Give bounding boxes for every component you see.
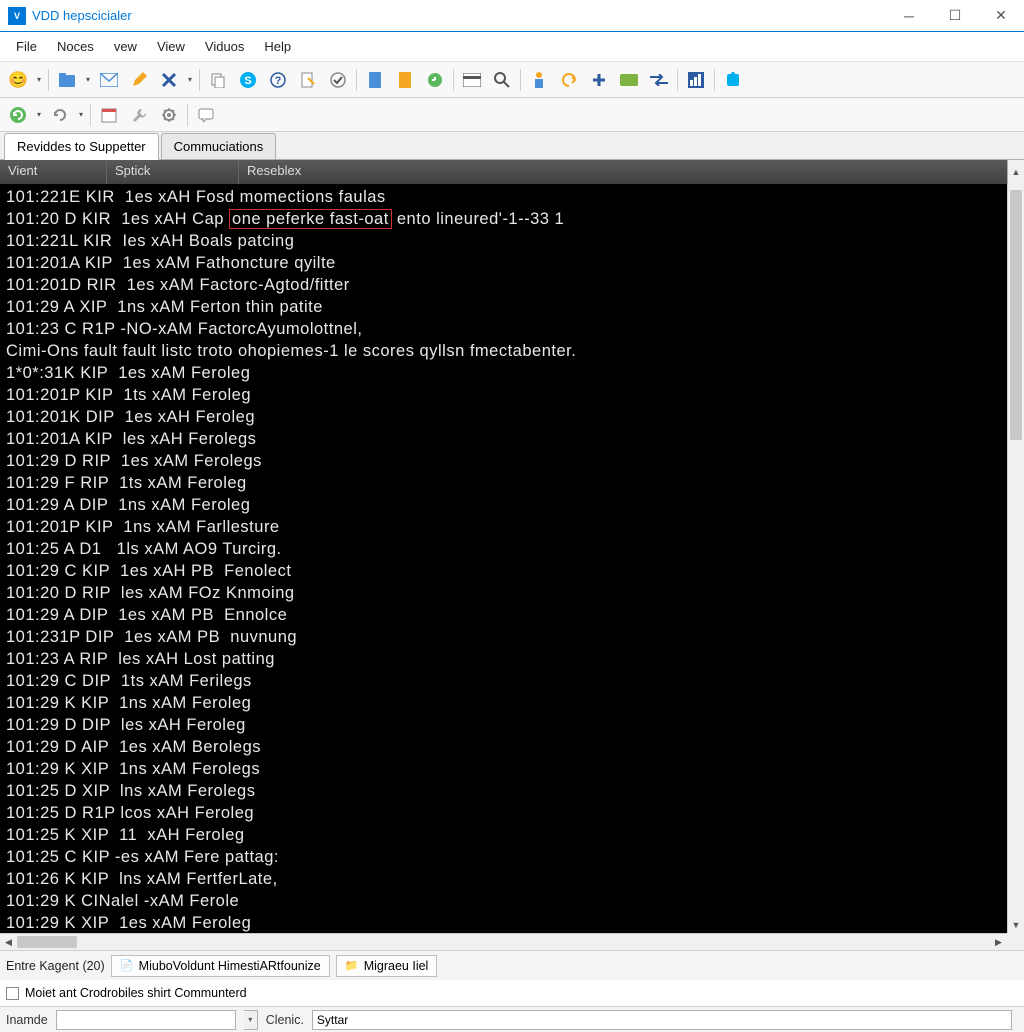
- menu-noces[interactable]: Noces: [47, 35, 104, 58]
- miubo-button[interactable]: 📄 MiuboVoldunt HimestiARtfounize: [111, 955, 330, 977]
- menubar: File Noces vew View Viduos Help: [0, 32, 1024, 62]
- refresh-green-icon[interactable]: [4, 101, 32, 129]
- folder-icon[interactable]: [53, 66, 81, 94]
- device-icon[interactable]: [361, 66, 389, 94]
- terminal-container: 101:221E KIR 1es xAH Fosd momections fau…: [0, 184, 1024, 950]
- dropdown-icon[interactable]: ▾: [34, 101, 44, 129]
- scroll-right-button[interactable]: ▶: [990, 934, 1007, 950]
- search-icon[interactable]: [488, 66, 516, 94]
- undo-icon[interactable]: [555, 66, 583, 94]
- plus-icon[interactable]: [585, 66, 613, 94]
- mail-icon[interactable]: [95, 66, 123, 94]
- bottom-bar: Entre Kagent (20) 📄 MiuboVoldunt Himesti…: [0, 950, 1024, 980]
- minimize-button[interactable]: ─: [886, 0, 932, 31]
- dropdown-icon[interactable]: ▾: [185, 66, 195, 94]
- miubo-label: MiuboVoldunt HimestiARtfounize: [139, 959, 321, 973]
- inamde-label: Inamde: [6, 1013, 48, 1027]
- maximize-button[interactable]: ☐: [932, 0, 978, 31]
- menu-view[interactable]: View: [147, 35, 195, 58]
- clenic-input[interactable]: [312, 1010, 1012, 1030]
- copy-icon[interactable]: [204, 66, 232, 94]
- menu-help[interactable]: Help: [254, 35, 301, 58]
- moiet-checkbox[interactable]: [6, 987, 19, 1000]
- chart-icon[interactable]: [682, 66, 710, 94]
- col-reseblex[interactable]: Reseblex: [239, 160, 1024, 184]
- app-icon: V: [8, 7, 26, 25]
- tab-reviddes[interactable]: Reviddes to Suppetter: [4, 133, 159, 160]
- scroll-down-button[interactable]: ▼: [1008, 916, 1024, 933]
- menu-file[interactable]: File: [6, 35, 47, 58]
- scroll-corner: [1007, 933, 1024, 950]
- inamde-input[interactable]: [56, 1010, 236, 1030]
- folder-yellow-icon: 📁: [345, 959, 359, 973]
- dropdown-icon[interactable]: ▾: [76, 101, 86, 129]
- vscroll-thumb[interactable]: [1010, 190, 1022, 440]
- checkbox-label: Moiet ant Crodrobiles shirt Communterd: [25, 986, 247, 1000]
- tab-commuciations[interactable]: Commuciations: [161, 133, 277, 159]
- scroll-left-button[interactable]: ◀: [0, 934, 17, 950]
- transfer-icon[interactable]: [645, 66, 673, 94]
- smiley-icon[interactable]: 😊: [4, 66, 32, 94]
- person-icon[interactable]: [525, 66, 553, 94]
- wrench-icon[interactable]: [125, 101, 153, 129]
- hscroll-thumb[interactable]: [17, 936, 77, 948]
- window-titlebar: V VDD hepscicialer ─ ☐ ✕: [0, 0, 1024, 32]
- dropdown-icon[interactable]: ▾: [34, 66, 44, 94]
- check-icon[interactable]: [324, 66, 352, 94]
- col-vient[interactable]: Vient: [0, 160, 107, 184]
- pencil-icon[interactable]: [125, 66, 153, 94]
- migraeu-label: Migraeu Iiel: [364, 959, 429, 973]
- vertical-scrollbar[interactable]: ▼: [1007, 184, 1024, 933]
- menu-viduos[interactable]: Viduos: [195, 35, 255, 58]
- tabbar: Reviddes to Suppetter Commuciations: [0, 132, 1024, 160]
- edit-doc-icon[interactable]: [294, 66, 322, 94]
- gear-icon[interactable]: [155, 101, 183, 129]
- refresh-gray-icon[interactable]: [46, 101, 74, 129]
- dropdown-icon[interactable]: ▾: [83, 66, 93, 94]
- terminal-output[interactable]: 101:221E KIR 1es xAH Fosd momections fau…: [0, 184, 1024, 950]
- calendar-icon[interactable]: [95, 101, 123, 129]
- toolbar-secondary: ▾ ▾: [0, 98, 1024, 132]
- checkbox-row: Moiet ant Crodrobiles shirt Communterd: [0, 980, 1024, 1006]
- scroll-up-button[interactable]: ▲: [1007, 160, 1024, 184]
- agent-label: Entre Kagent (20): [6, 959, 105, 973]
- puzzle-icon[interactable]: [719, 66, 747, 94]
- migraeu-button[interactable]: 📁 Migraeu Iiel: [336, 955, 438, 977]
- chat-icon[interactable]: [192, 101, 220, 129]
- close-button[interactable]: ✕: [978, 0, 1024, 31]
- menu-vew[interactable]: vew: [104, 35, 147, 58]
- clenic-label: Clenic.: [266, 1013, 304, 1027]
- card-icon[interactable]: [458, 66, 486, 94]
- help-icon[interactable]: ?: [264, 66, 292, 94]
- dropdown-icon[interactable]: ▾: [244, 1010, 258, 1030]
- device2-icon[interactable]: [391, 66, 419, 94]
- window-title: VDD hepscicialer: [32, 8, 886, 23]
- toolbar-main: 😊 ▾ ▾ ▾ S ?: [0, 62, 1024, 98]
- green-circle-icon[interactable]: [421, 66, 449, 94]
- col-sptick[interactable]: Sptick: [107, 160, 239, 184]
- green-block-icon[interactable]: [615, 66, 643, 94]
- x-blue-icon[interactable]: [155, 66, 183, 94]
- skype-icon[interactable]: S: [234, 66, 262, 94]
- svg-text:?: ?: [275, 75, 282, 87]
- doc-icon: 📄: [120, 959, 134, 973]
- horizontal-scrollbar[interactable]: ◀ ▶: [0, 933, 1007, 950]
- svg-text:S: S: [244, 75, 251, 87]
- status-bar: Inamde ▾ Clenic.: [0, 1006, 1024, 1032]
- column-headers: Vient Sptick Reseblex ▲: [0, 160, 1024, 184]
